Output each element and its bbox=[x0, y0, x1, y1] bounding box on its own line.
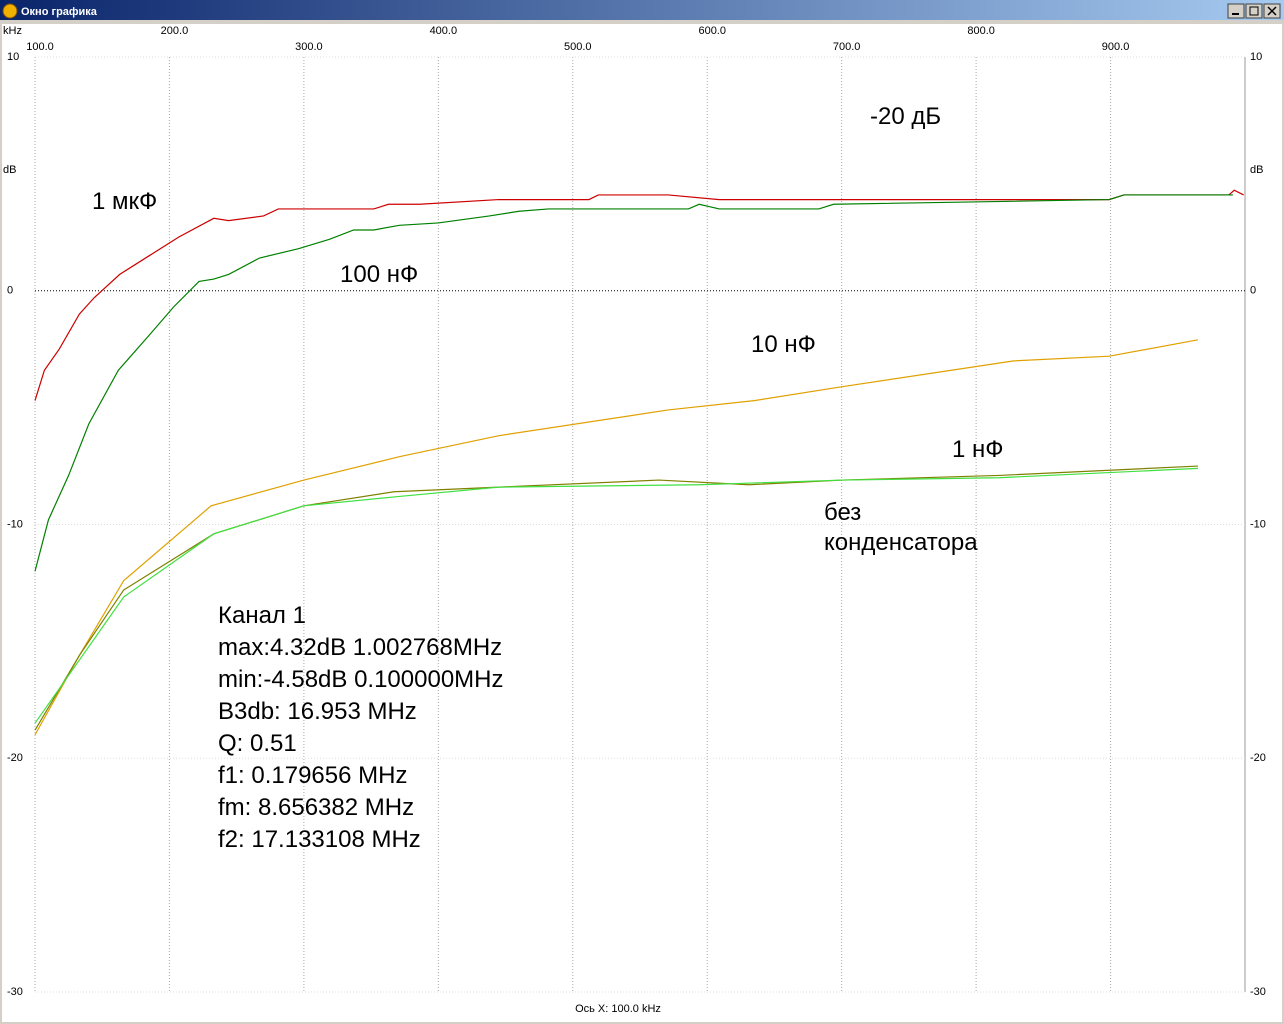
minimize-button[interactable] bbox=[1227, 3, 1245, 19]
series-label: 1 мкФ bbox=[92, 188, 158, 215]
series-line bbox=[34, 467, 1198, 724]
series-line bbox=[34, 339, 1199, 736]
x-tick-label: 300.0 bbox=[295, 41, 323, 53]
info-line: f2: 17.133108 MHz bbox=[218, 826, 421, 853]
series-line bbox=[34, 189, 1244, 401]
window-frame bbox=[0, 20, 1284, 1024]
maximize-icon bbox=[1249, 6, 1259, 16]
window-icon bbox=[2, 3, 18, 19]
series-label: 1 нФ bbox=[952, 436, 1004, 463]
maximize-button[interactable] bbox=[1245, 3, 1263, 19]
series-line bbox=[34, 194, 1233, 572]
annotation: -20 дБ bbox=[870, 103, 942, 130]
info-line: min:-4.58dB 0.100000MHz bbox=[218, 666, 504, 693]
y-tick-label-right: -10 bbox=[1250, 518, 1266, 530]
x-tick-label: 400.0 bbox=[430, 25, 458, 37]
y-tick-label-right: -20 bbox=[1250, 752, 1266, 764]
y-tick-label: -20 bbox=[7, 752, 23, 764]
series-label: без конденсатора bbox=[824, 499, 978, 556]
y-tick-label: 10 bbox=[7, 51, 19, 63]
x-tick-label: 700.0 bbox=[833, 41, 861, 53]
info-line: f1: 0.179656 MHz bbox=[218, 762, 408, 789]
info-line: max:4.32dB 1.002768MHz bbox=[218, 634, 503, 661]
series-label: 100 нФ bbox=[340, 261, 419, 288]
info-line: fm: 8.656382 MHz bbox=[218, 794, 415, 821]
x-unit: kHz bbox=[3, 25, 22, 37]
y-tick-label: -30 bbox=[7, 986, 23, 998]
y-tick-label: 0 bbox=[7, 285, 13, 297]
x-axis-label: Ось X: 100.0 kHz bbox=[575, 1003, 661, 1015]
y-unit: dB bbox=[3, 164, 16, 176]
window-title: Окно графика bbox=[21, 6, 98, 18]
x-tick-label: 200.0 bbox=[161, 25, 189, 37]
info-line: B3db: 16.953 MHz bbox=[218, 698, 417, 725]
x-tick-label: 500.0 bbox=[564, 41, 592, 53]
window-buttons[interactable] bbox=[1227, 3, 1281, 19]
x-tick-label: 600.0 bbox=[698, 25, 726, 37]
info-line: Канал 1 bbox=[218, 602, 306, 629]
series-line bbox=[34, 465, 1198, 731]
series-label: 10 нФ bbox=[751, 331, 816, 358]
close-icon bbox=[1267, 6, 1277, 16]
x-tick-label: 900.0 bbox=[1102, 41, 1130, 53]
y-tick-label-right: 0 bbox=[1250, 285, 1256, 297]
y-tick-label-right: 10 bbox=[1250, 51, 1262, 63]
x-tick-label: 100.0 bbox=[26, 41, 54, 53]
x-tick-label: 800.0 bbox=[967, 25, 995, 37]
title-bar bbox=[0, 0, 1284, 22]
y-unit-right: dB bbox=[1250, 164, 1263, 176]
y-tick-label-right: -30 bbox=[1250, 986, 1266, 998]
y-tick-label: -10 bbox=[7, 518, 23, 530]
info-line: Q: 0.51 bbox=[218, 730, 297, 757]
